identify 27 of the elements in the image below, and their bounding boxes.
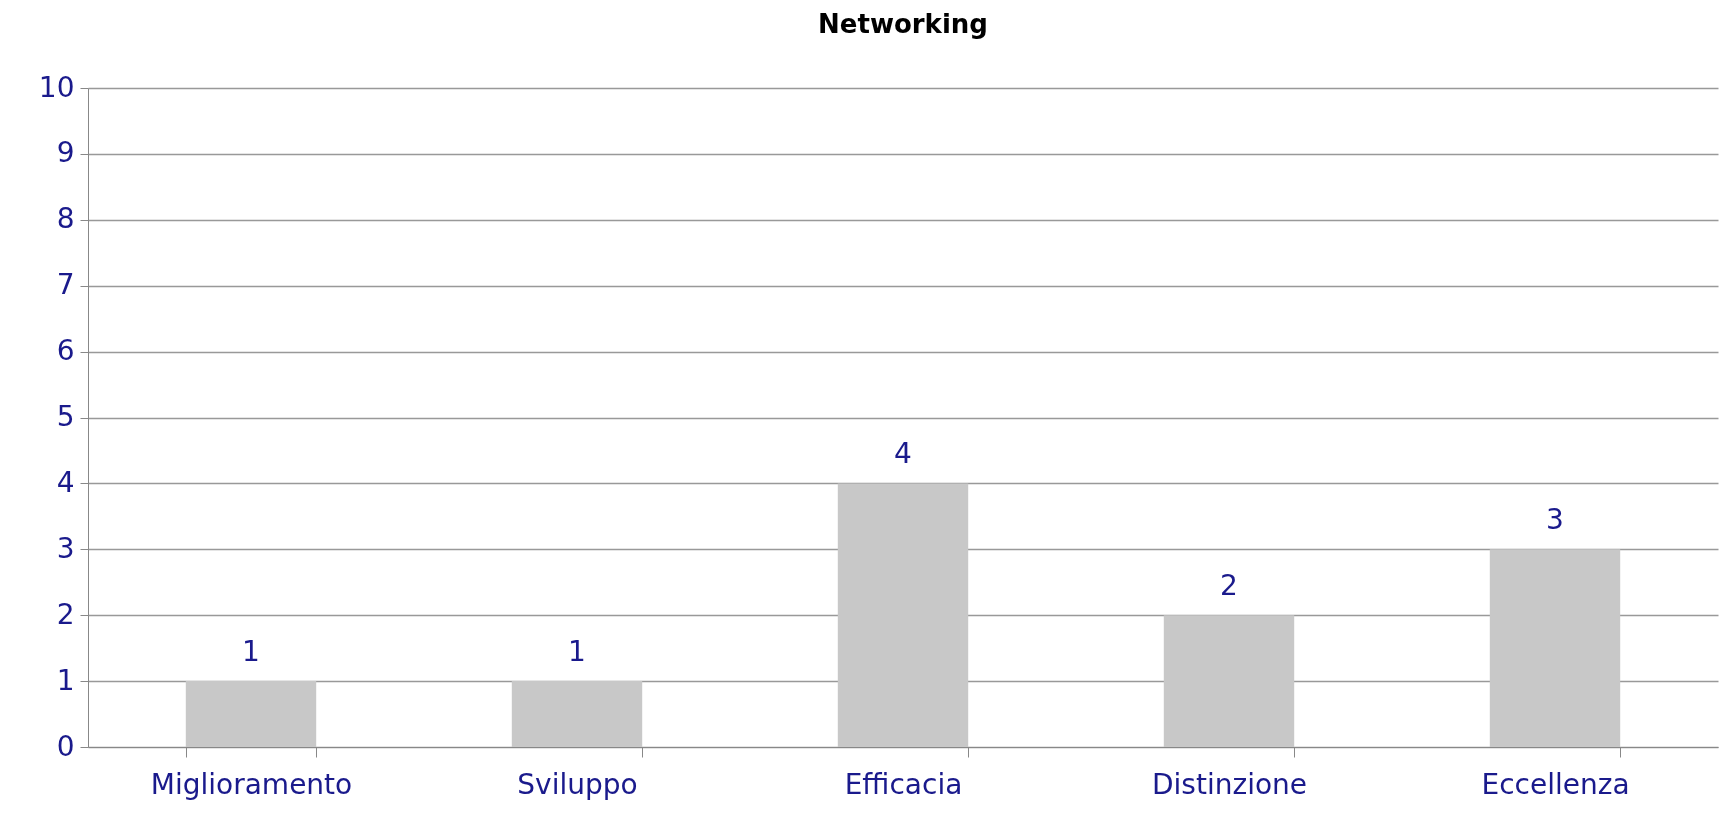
bar [837,483,969,747]
y-tick-label: 1 [56,663,75,697]
y-tick-label: 10 [38,70,75,104]
bar [511,681,643,747]
data-label: 3 [1546,503,1564,537]
x-tick-label: Sviluppo [517,767,638,801]
bar [185,681,317,747]
y-tick-label: 3 [56,531,75,565]
y-tick-label: 7 [56,268,75,302]
y-tick-label: 2 [56,597,75,631]
data-label: 2 [1220,569,1238,603]
data-label: 4 [894,437,912,471]
y-tick-label: 5 [56,400,75,433]
data-label: 1 [242,635,260,669]
x-tick-label: Eccellenza [1481,767,1630,801]
x-tick-label: Efficacia [844,767,963,801]
y-tick-label: 9 [56,136,75,170]
bar [1163,615,1295,747]
x-tick-label: Miglioramento [150,767,353,801]
y-tick-label: 8 [56,202,75,236]
y-tick-label: 0 [56,729,75,763]
chart-title: Networking [818,9,988,39]
y-tick-label: 4 [56,465,75,499]
data-label: 1 [568,635,586,669]
y-tick-label: 6 [56,334,75,368]
bar [1489,549,1621,747]
x-tick-label: Distinzione [1151,767,1308,801]
